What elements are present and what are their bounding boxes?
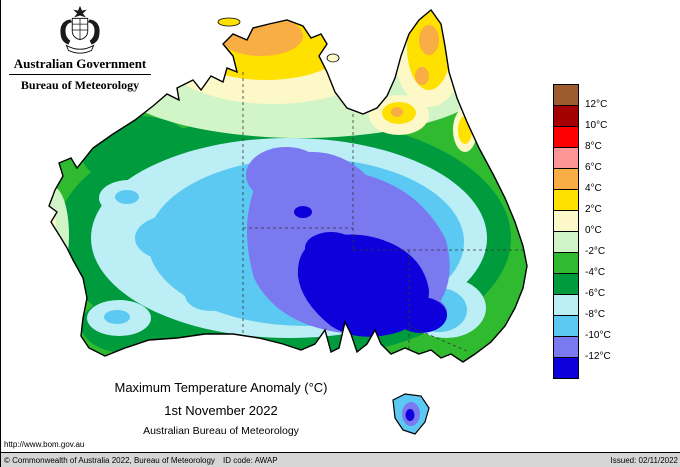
legend-label: 8°C — [585, 141, 602, 152]
legend-label: 12°C — [585, 99, 608, 110]
legend-cell — [553, 294, 579, 316]
legend-cell — [553, 273, 579, 295]
government-label: Australian Government — [13, 56, 147, 71]
legend-label: -4°C — [585, 267, 606, 278]
legend-swatches — [553, 84, 579, 379]
legend-label: 0°C — [585, 225, 602, 236]
footer-issued-date: Issued: 02/11/2022 — [610, 456, 678, 465]
offshore-islands — [217, 17, 340, 63]
legend-label: -8°C — [585, 309, 606, 320]
legend-label: 6°C — [585, 162, 602, 173]
legend-labels: 12°C 10°C 8°C 6°C 4°C 2°C 0°C -2°C -4°C -6°C -8°C -… — [585, 84, 629, 384]
footer-copyright: © Commonwealth of Australia 2022, Bureau… — [4, 456, 215, 465]
legend-label: 10°C — [585, 120, 608, 131]
title-block: Maximum Temperature Anomaly (°C) 1st Nov… — [31, 380, 411, 438]
legend-cell — [553, 105, 579, 127]
state-borders — [242, 72, 527, 353]
legend-label: 4°C — [585, 183, 602, 194]
legend-label: -12°C — [585, 351, 611, 362]
legend-cell — [553, 210, 579, 232]
bureau-label: Bureau of Meteorology — [20, 78, 140, 92]
legend-label: -6°C — [585, 288, 606, 299]
map-source: Australian Bureau of Meteorology — [143, 425, 299, 437]
region-anomaly-below-neg12 — [294, 206, 447, 337]
legend-cell — [553, 168, 579, 190]
header-rule — [9, 74, 151, 75]
legend-cell — [553, 147, 579, 169]
legend-label: -10°C — [585, 330, 611, 341]
legend-label: 2°C — [585, 204, 602, 215]
map-date: 1st November 2022 — [164, 403, 278, 418]
bom-url: http://www.bom.gov.au — [4, 440, 85, 449]
legend-cell — [553, 126, 579, 148]
legend-cell — [553, 357, 579, 379]
legend-cell — [553, 252, 579, 274]
legend-cell — [553, 315, 579, 337]
footer-id-code: ID code: AWAP — [223, 456, 278, 465]
legend-label: -2°C — [585, 246, 606, 257]
header-lockup: Australian Government Bureau of Meteorol… — [5, 4, 155, 92]
legend-cell — [553, 84, 579, 106]
footer-bar: © Commonwealth of Australia 2022, Bureau… — [1, 452, 680, 467]
legend-cell — [553, 231, 579, 253]
legend-cell — [553, 189, 579, 211]
map-title: Maximum Temperature Anomaly (°C) — [114, 380, 328, 395]
tasmania — [392, 393, 430, 435]
legend-cell — [553, 336, 579, 358]
coat-of-arms-icon — [60, 5, 100, 54]
